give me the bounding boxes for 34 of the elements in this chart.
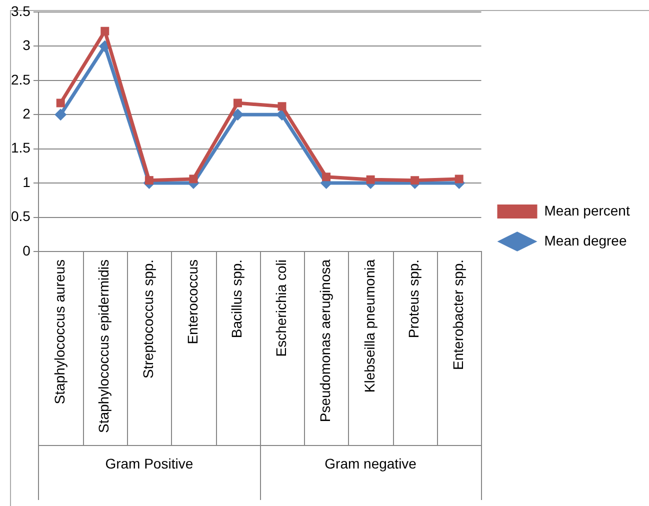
x-tick-label: Proteus spp. [406,259,422,338]
point [233,98,242,108]
point [100,26,110,36]
y-tick-label: 3 [22,37,31,54]
y-tick-label: 1.5 [10,140,31,156]
point [232,108,244,121]
point [144,176,154,185]
point [56,98,65,108]
legend-label: Mean degree [544,232,627,248]
point [454,174,464,184]
x-tick-label: Escherichia coli [272,259,289,357]
legend-label: Mean percent [544,202,630,218]
y-tick-label: 2 [22,105,31,122]
x-tick-label: Enterococcus [184,259,200,344]
x-tick-label: Staphylococcus epidermidis [96,259,112,433]
x-tick-label: Pseudomonas aeruginosa [317,259,334,422]
point [322,172,331,182]
point [278,102,286,111]
point [189,174,198,184]
text: Gram Positive [105,455,194,472]
y-tick-label: 1 [22,174,31,190]
point [410,176,420,185]
x-tick-label: Streptococcus spp. [140,259,156,379]
y-tick-label: 3.5 [10,2,31,19]
y-tick-label: 2.5 [10,71,31,88]
y-tick-label: 0.5 [10,208,31,224]
text: Gram negative [324,455,417,472]
x-tick-label: Klebseilla pneumonia [361,259,378,393]
x-tick-label: Enterobacter spp. [450,259,466,370]
x-tick-label: Staphylococcus aureus [51,259,68,404]
point [366,175,375,184]
point [54,108,67,121]
y-tick-label: 0 [22,242,31,258]
x-tick-label: Bacillus spp. [228,259,245,338]
